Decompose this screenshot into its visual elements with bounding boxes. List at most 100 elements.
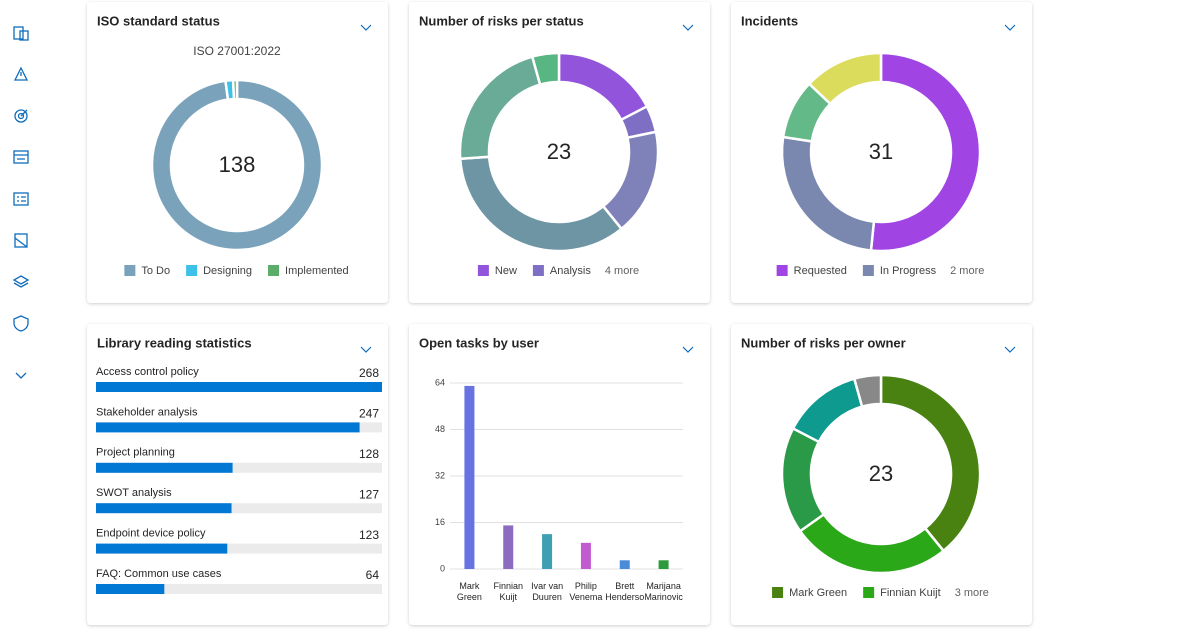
- card-background: [409, 2, 710, 303]
- x-tick-label: Finnian Kuijt: [493, 581, 524, 602]
- card: Library reading statistics Access control…: [87, 324, 388, 625]
- bar: [96, 503, 232, 514]
- x-tick-label-box: Mark Green: [456, 581, 482, 602]
- bar: [96, 543, 228, 554]
- bar: [580, 542, 591, 569]
- legend-more: 4 more: [605, 265, 639, 277]
- bar: [619, 560, 630, 569]
- legend: Requested In Progress 2 more: [776, 265, 984, 277]
- y-tick-label: 64: [435, 377, 445, 387]
- donut-total: 31: [869, 139, 893, 164]
- legend-label: New: [495, 265, 517, 277]
- bar: [96, 382, 382, 392]
- card-menu[interactable]: [360, 346, 372, 353]
- donut-segment: [530, 51, 561, 87]
- nav-icon[interactable]: [13, 66, 29, 81]
- value-label: 127: [359, 487, 379, 501]
- card-menu[interactable]: [682, 346, 694, 353]
- x-tick-label: Brett Henderso: [605, 581, 645, 602]
- legend: To Do Designing Implemented: [124, 265, 349, 277]
- legend-label: In Progress: [880, 265, 937, 277]
- x-tick-label: Philip Venema: [569, 581, 603, 602]
- card-menu[interactable]: [360, 24, 372, 31]
- bar-label: Project planning: [96, 447, 175, 459]
- nav-icon[interactable]: [13, 26, 29, 41]
- nav-icon[interactable]: [13, 192, 29, 206]
- nav-icon[interactable]: [14, 233, 28, 248]
- donut-segment: [150, 78, 324, 252]
- card: Number of risks per status 23 New Analysis 4…: [409, 2, 710, 303]
- legend-more: 3 more: [955, 587, 989, 599]
- donut-total: 23: [869, 461, 893, 486]
- bar-label: FAQ: Common use cases: [96, 568, 222, 580]
- card-background: [87, 2, 388, 303]
- x-tick-label: Ivar van Duuren: [531, 581, 564, 602]
- legend-label: Finnian Kuijt: [880, 587, 941, 599]
- value-label: 247: [359, 407, 379, 421]
- card-title: Library reading statistics: [97, 335, 252, 350]
- card: Open tasks by user 0 16 32 48 64 Mark Green Fin…: [409, 324, 710, 625]
- nav-icon[interactable]: [13, 315, 29, 332]
- card-menu[interactable]: [1004, 24, 1016, 31]
- bar: [96, 462, 233, 473]
- value-label: 268: [359, 366, 379, 380]
- nav-expand[interactable]: [15, 372, 27, 379]
- y-tick-label: 0: [440, 563, 445, 573]
- nav-icon[interactable]: [14, 109, 28, 123]
- x-tick-label-box: Finnian Kuijt: [493, 581, 524, 602]
- x-tick-label: Marijana Marinovic: [644, 581, 683, 602]
- legend: New Analysis 4 more: [477, 265, 639, 277]
- donut-segment: [852, 373, 883, 409]
- x-tick-label-box: Marijana Marinovic: [644, 581, 683, 602]
- legend-swatch: [124, 265, 136, 276]
- legend-label: Requested: [794, 265, 847, 277]
- bar-track: [96, 462, 382, 473]
- card-background: [731, 324, 1032, 625]
- donut-total: 138: [219, 152, 256, 177]
- bar-label: SWOT analysis: [96, 487, 172, 499]
- card-menu[interactable]: [1004, 346, 1016, 353]
- bar-label: Access control policy: [96, 366, 199, 378]
- sidebar: [12, 26, 30, 379]
- legend-label: Analysis: [550, 265, 591, 277]
- donut-total: 23: [547, 139, 571, 164]
- bar: [503, 525, 514, 569]
- legend-swatch: [863, 587, 875, 598]
- legend-label: To Do: [141, 265, 170, 277]
- legend-more: 2 more: [950, 265, 984, 277]
- legend-label: Designing: [203, 265, 252, 277]
- chart-subtitle: ISO 27001:2022: [193, 44, 281, 58]
- donut-segment: [807, 51, 883, 106]
- x-tick-label-box: Philip Venema: [569, 581, 603, 602]
- card-menu[interactable]: [682, 24, 694, 31]
- card-title: Number of risks per owner: [741, 335, 906, 350]
- bar-track: [96, 584, 382, 594]
- bar: [658, 560, 669, 569]
- bar-label: Endpoint device policy: [96, 528, 206, 540]
- nav-icon[interactable]: [12, 275, 30, 288]
- donut-segment: [458, 155, 624, 253]
- legend-swatch: [532, 265, 544, 276]
- value-label: 123: [359, 528, 379, 542]
- donut-segment: [879, 373, 982, 553]
- x-tick-label-box: Ivar van Duuren: [531, 581, 564, 602]
- y-tick-label: 32: [435, 470, 445, 480]
- x-tick-label: Mark Green: [456, 581, 482, 602]
- legend-label: Implemented: [285, 265, 349, 277]
- bar-track: [96, 503, 382, 514]
- x-tick-label-box: Brett Henderso: [605, 581, 645, 602]
- nav-icon[interactable]: [13, 150, 29, 164]
- card-title: Open tasks by user: [419, 335, 539, 350]
- value-label: 128: [359, 447, 379, 461]
- card-background: [731, 2, 1032, 303]
- value-label: 64: [366, 568, 380, 582]
- card-title: Incidents: [741, 13, 798, 28]
- legend: Mark Green Finnian Kuijt 3 more: [772, 587, 989, 599]
- card-background: [409, 324, 710, 625]
- bar: [96, 422, 360, 433]
- legend-label: Mark Green: [789, 587, 847, 599]
- bar-track: [96, 543, 382, 554]
- card-title: ISO standard status: [97, 13, 220, 28]
- bar: [96, 584, 165, 594]
